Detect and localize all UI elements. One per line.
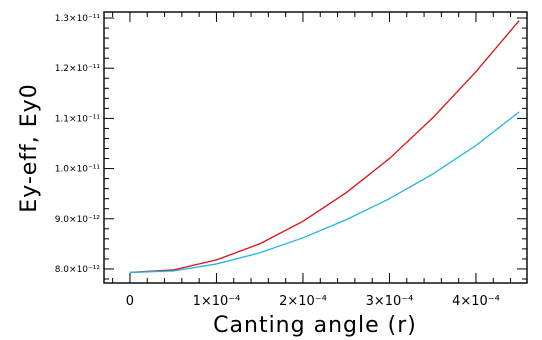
y-tick-label: 8.0×10⁻¹² bbox=[55, 265, 101, 275]
series-line-2 bbox=[129, 111, 520, 274]
y-tick-label: 1.1×10⁻¹¹ bbox=[55, 114, 101, 124]
x-axis-label: Canting angle (r) bbox=[213, 313, 417, 338]
y-tick-label: 1.3×10⁻¹¹ bbox=[55, 14, 101, 24]
x-tick-label: 2×10⁻⁴ bbox=[279, 294, 327, 309]
series-line-1 bbox=[129, 20, 520, 274]
y-tick-label: 1.0×10⁻¹¹ bbox=[55, 165, 101, 175]
x-tick-label: 4×10⁻⁴ bbox=[452, 294, 500, 309]
axis-ticks bbox=[104, 12, 527, 283]
y-tick-label: 1.2×10⁻¹¹ bbox=[55, 64, 101, 74]
y-tick-labels: 8.0×10⁻¹² 9.0×10⁻¹² 1.0×10⁻¹¹ 1.1×10⁻¹¹ 1.2×… bbox=[55, 14, 101, 275]
series-lines bbox=[129, 20, 520, 274]
y-tick-label: 9.0×10⁻¹² bbox=[55, 215, 101, 225]
x-tick-label: 3×10⁻⁴ bbox=[366, 294, 414, 309]
x-tick-labels: 0 1×10⁻⁴ 2×10⁻⁴ 3×10⁻⁴ 4×10⁻⁴ bbox=[126, 294, 500, 309]
x-tick-label: 0 bbox=[126, 294, 134, 309]
x-tick-label: 1×10⁻⁴ bbox=[193, 294, 241, 309]
y-axis-label: Ey-eff, Ey0 bbox=[17, 83, 42, 212]
plot-frame bbox=[103, 11, 528, 284]
